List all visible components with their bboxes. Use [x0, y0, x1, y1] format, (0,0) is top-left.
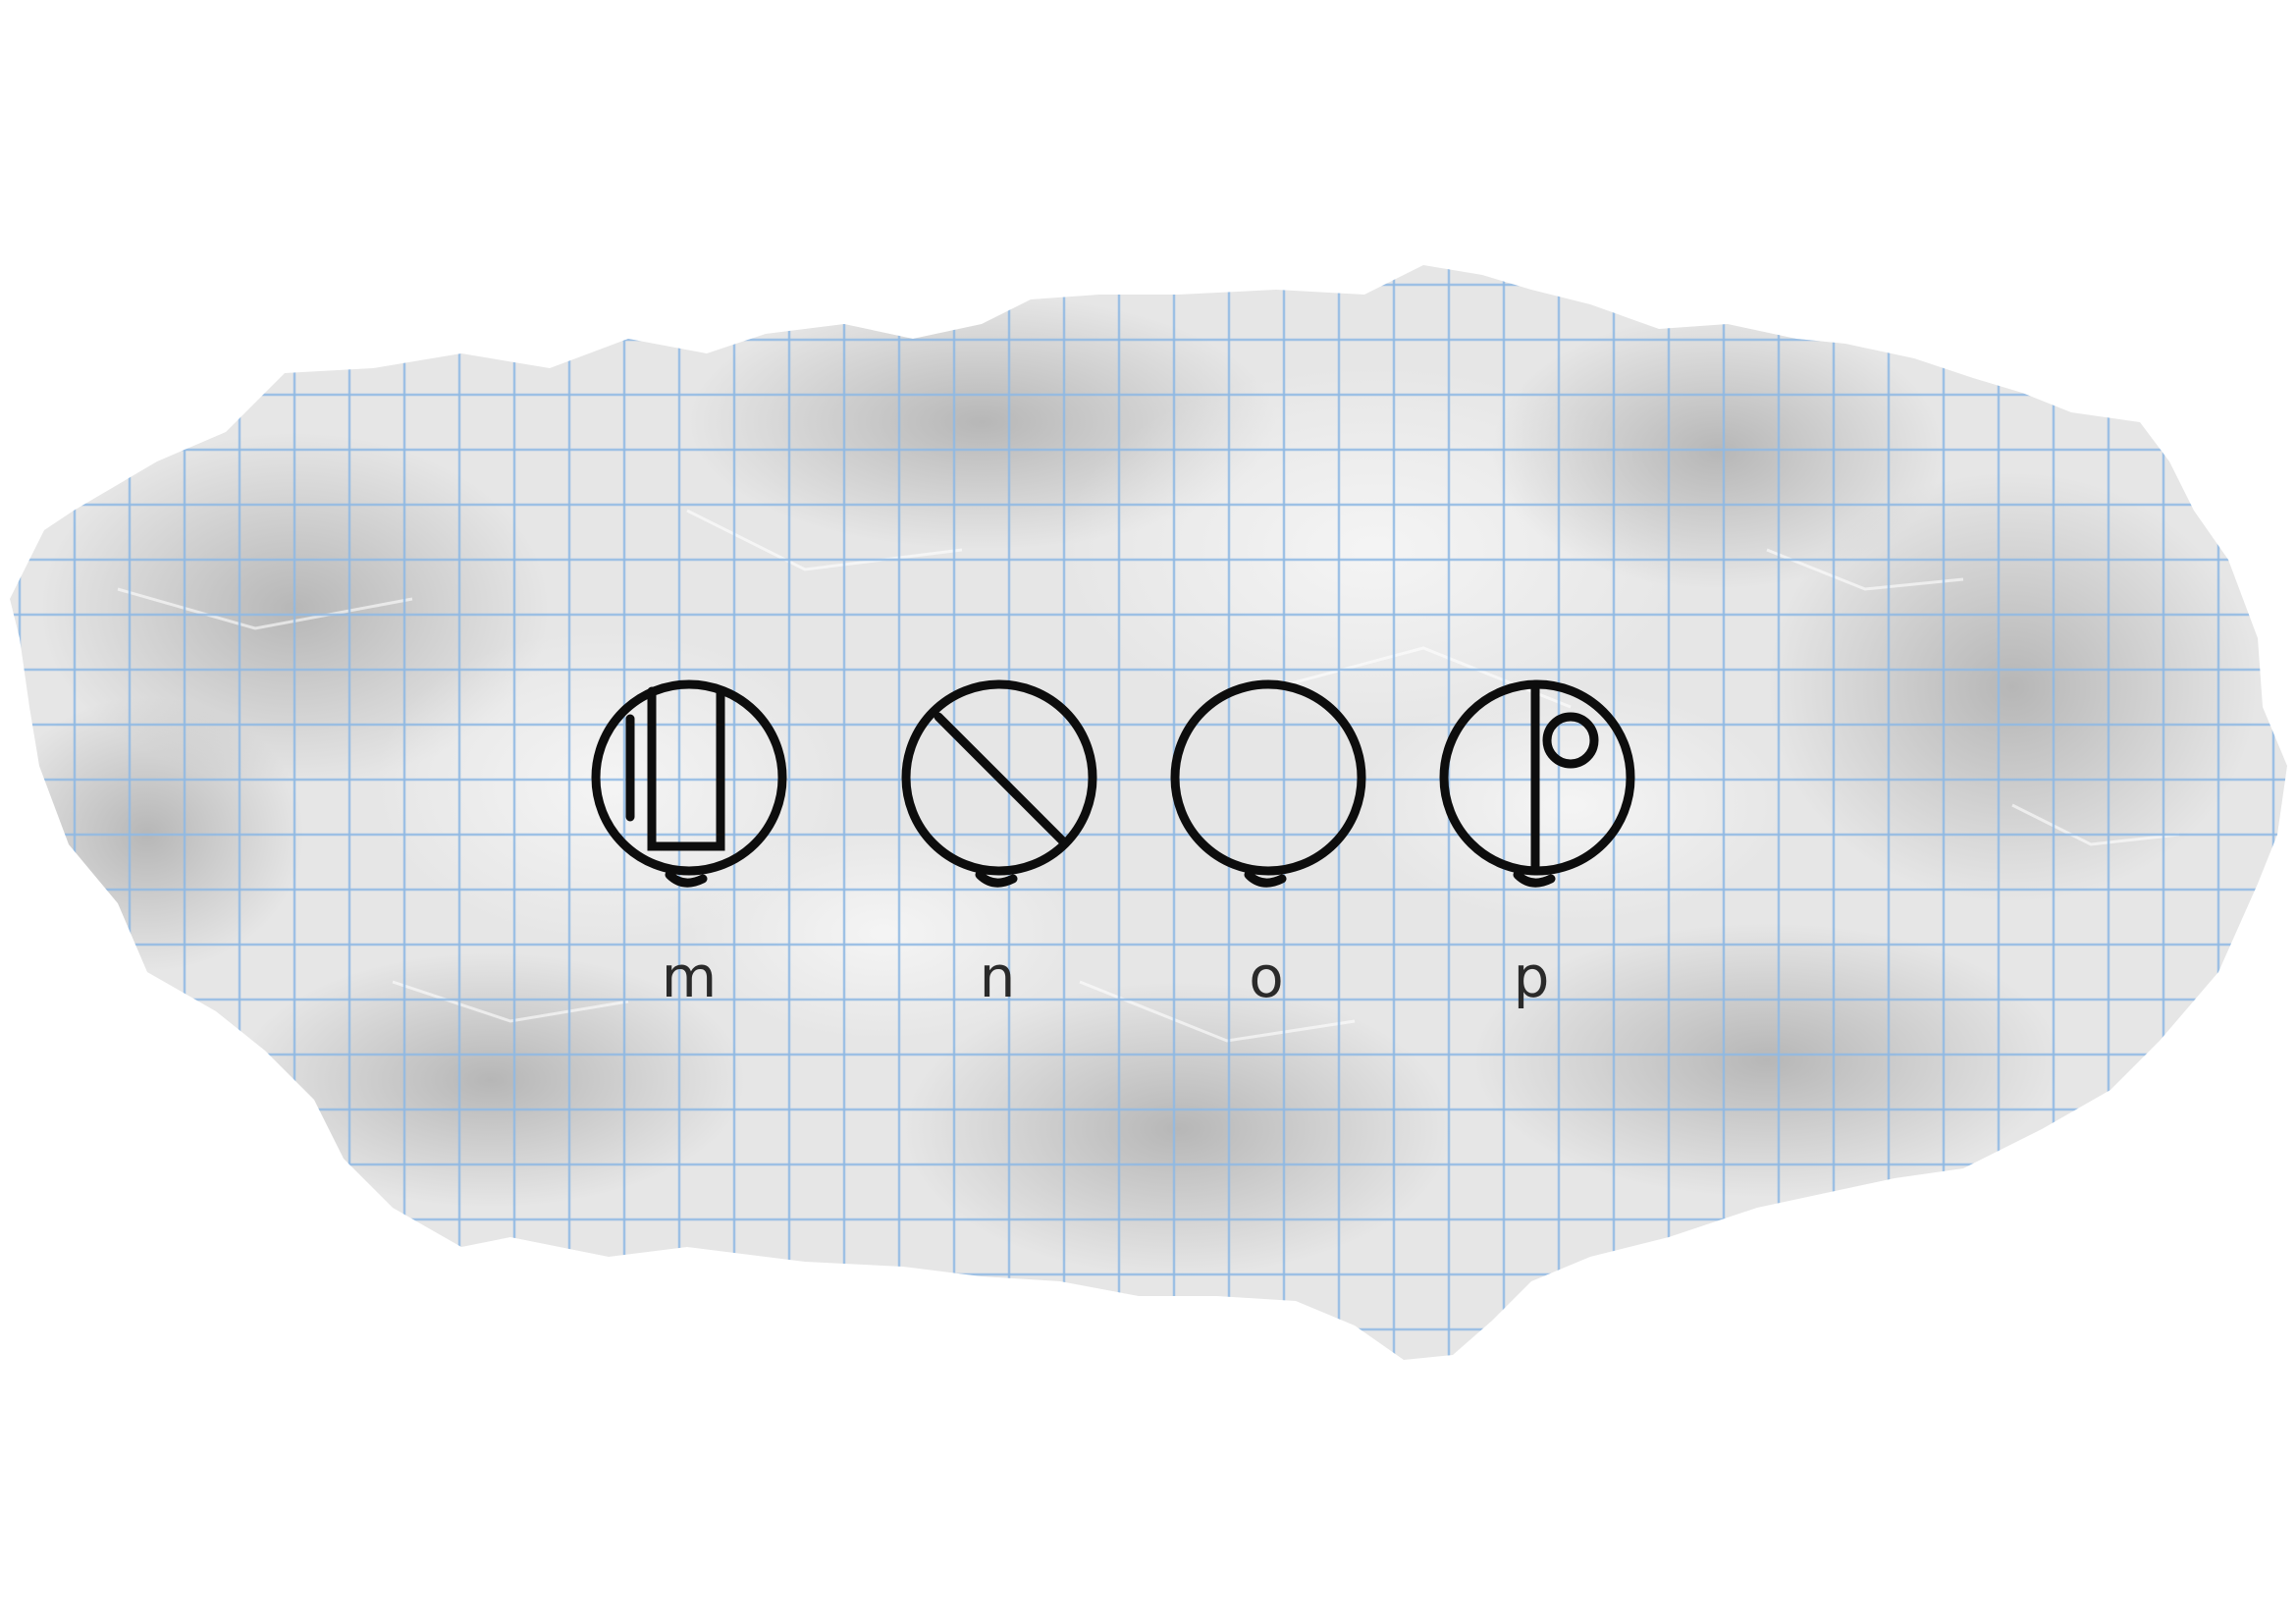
- circle-with-half-line-and-small-circle-icon: [1439, 679, 1635, 888]
- circle-with-open-rectangle-icon: [591, 679, 787, 888]
- empty-circle-icon: [1170, 679, 1366, 888]
- paper-creases: [117, 509, 2180, 1043]
- circle-with-diagonal-slash-icon: [901, 679, 1097, 888]
- glyph-row: [591, 679, 1635, 888]
